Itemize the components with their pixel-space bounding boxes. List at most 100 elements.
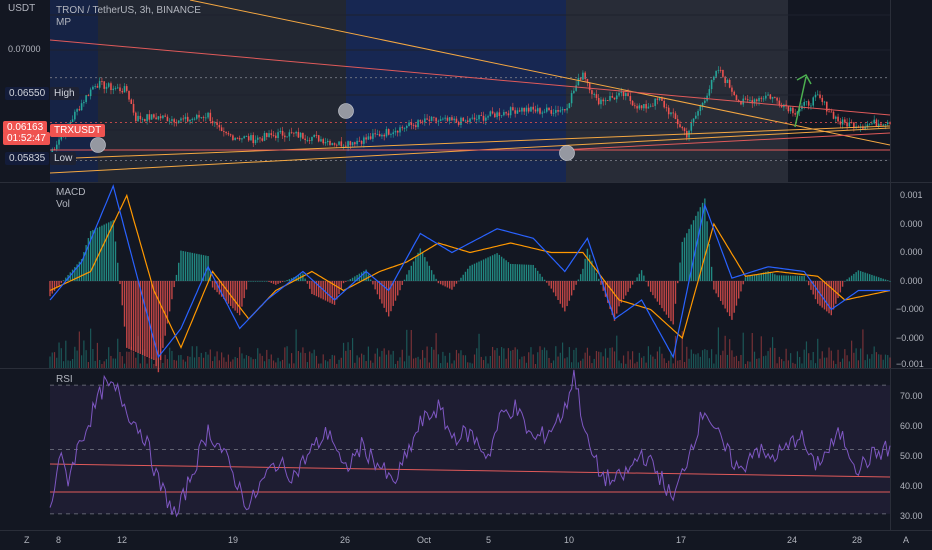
volume-bar (69, 360, 71, 368)
macd-histogram-bar (600, 281, 602, 285)
volume-bar (223, 357, 225, 368)
volume-bar (778, 356, 780, 368)
volume-bar (162, 362, 164, 368)
volume-bar (582, 358, 584, 368)
volume-bar (126, 351, 128, 368)
macd-histogram-bar (647, 281, 650, 287)
macd-histogram-bar (857, 270, 860, 281)
auto-scale-icon[interactable]: A (903, 535, 910, 545)
macd-histogram-bar (514, 264, 516, 281)
macd-histogram-bar (87, 238, 90, 281)
macd-histogram-bar (503, 258, 505, 281)
macd-histogram-bar (868, 274, 871, 281)
macd-histogram-bar (318, 281, 320, 298)
volume-bar (374, 353, 376, 368)
rsi-title[interactable]: RSI (56, 374, 73, 385)
volume-bar (564, 358, 566, 368)
volume-bar (559, 352, 561, 368)
candle-body (780, 105, 783, 108)
candle-body (164, 115, 166, 117)
candle-body (415, 125, 417, 128)
candle-body (690, 122, 693, 131)
macd-histogram-bar (582, 268, 584, 281)
candle-body (880, 123, 882, 126)
candle-body (130, 99, 133, 104)
macd-histogram-bar (369, 279, 372, 281)
candle-body (604, 100, 607, 102)
macd-histogram-bar (105, 223, 108, 281)
macd-histogram-bar (595, 272, 598, 281)
volume-bar (259, 353, 261, 368)
symbol-title[interactable]: TRON / TetherUS, 3h, BINANCE (56, 5, 201, 16)
macd-histogram-bar (625, 281, 627, 296)
rsi-tick: 50.00 (900, 451, 923, 461)
candle-body (385, 129, 388, 137)
volume-bar (844, 349, 846, 368)
candle-body (128, 90, 130, 100)
volume-bar (507, 348, 509, 368)
candle-body (112, 88, 115, 91)
macd-histogram-bar (814, 281, 817, 300)
candle-body (89, 89, 92, 97)
volume-bar (403, 361, 406, 368)
candle-body (821, 97, 824, 102)
macd-histogram-bar (376, 281, 379, 295)
candle-body (182, 118, 185, 120)
candle-body (661, 97, 663, 101)
candle-body (593, 94, 595, 95)
volume-title[interactable]: Vol (56, 199, 70, 210)
macd-histogram-bar (740, 281, 742, 292)
volume-bar (385, 354, 388, 368)
macd-histogram-bar (875, 276, 878, 281)
candle-body (329, 140, 331, 145)
candle-body (177, 120, 180, 124)
session-band (98, 0, 346, 182)
candle-body (369, 136, 372, 139)
macd-histogram-bar (198, 254, 200, 281)
candle-body (105, 86, 108, 89)
volume-bar (875, 352, 878, 368)
volume-bar (304, 353, 306, 368)
candle-body (645, 104, 647, 109)
forecast-arrow-head (796, 73, 812, 85)
macd-histogram-bar (882, 278, 884, 281)
candle-body (579, 77, 582, 80)
volume-bar (306, 362, 309, 368)
candle-body (453, 118, 455, 121)
macd-histogram-bar (537, 270, 539, 281)
candle-body (889, 122, 891, 124)
candle-body (600, 99, 602, 105)
macd-histogram-bar (83, 252, 85, 281)
volume-bar (78, 331, 80, 368)
candle-body (340, 141, 343, 147)
volume-bar (221, 352, 223, 368)
volume-bar (830, 350, 832, 368)
macd-histogram-bar (277, 281, 279, 284)
volume-bar (817, 338, 819, 368)
macd-histogram-bar (157, 281, 160, 373)
macd-title[interactable]: MACD (56, 187, 86, 198)
candle-body (444, 117, 446, 119)
volume-bar (760, 336, 762, 368)
macd-histogram-bar (110, 221, 112, 281)
candle-body (792, 107, 794, 114)
candle-body (159, 116, 162, 119)
volume-bar (787, 360, 789, 368)
candle-body (451, 117, 453, 121)
macd-histogram-bar (252, 281, 254, 282)
candle-body (514, 110, 516, 114)
candle-body (184, 116, 187, 120)
zoom-reset-icon[interactable]: Z (24, 535, 30, 545)
volume-bar (751, 333, 753, 368)
volume-bar (654, 358, 656, 368)
candle-body (875, 119, 878, 127)
candle-body (776, 97, 778, 101)
candle-body (457, 121, 460, 125)
volume-bar (699, 356, 701, 368)
candle-body (195, 114, 198, 119)
volume-bar (539, 346, 541, 368)
volume-bar (796, 351, 799, 368)
indicator-label[interactable]: MP (56, 17, 71, 28)
macd-histogram-bar (661, 281, 663, 309)
